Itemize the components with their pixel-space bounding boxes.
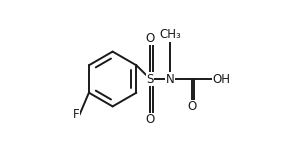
Text: N: N (165, 73, 174, 85)
Text: O: O (146, 113, 155, 126)
Text: O: O (187, 100, 196, 113)
Text: O: O (146, 32, 155, 45)
Text: CH₃: CH₃ (159, 28, 181, 41)
Text: OH: OH (213, 73, 231, 85)
Text: F: F (73, 108, 80, 121)
Text: S: S (146, 73, 154, 85)
